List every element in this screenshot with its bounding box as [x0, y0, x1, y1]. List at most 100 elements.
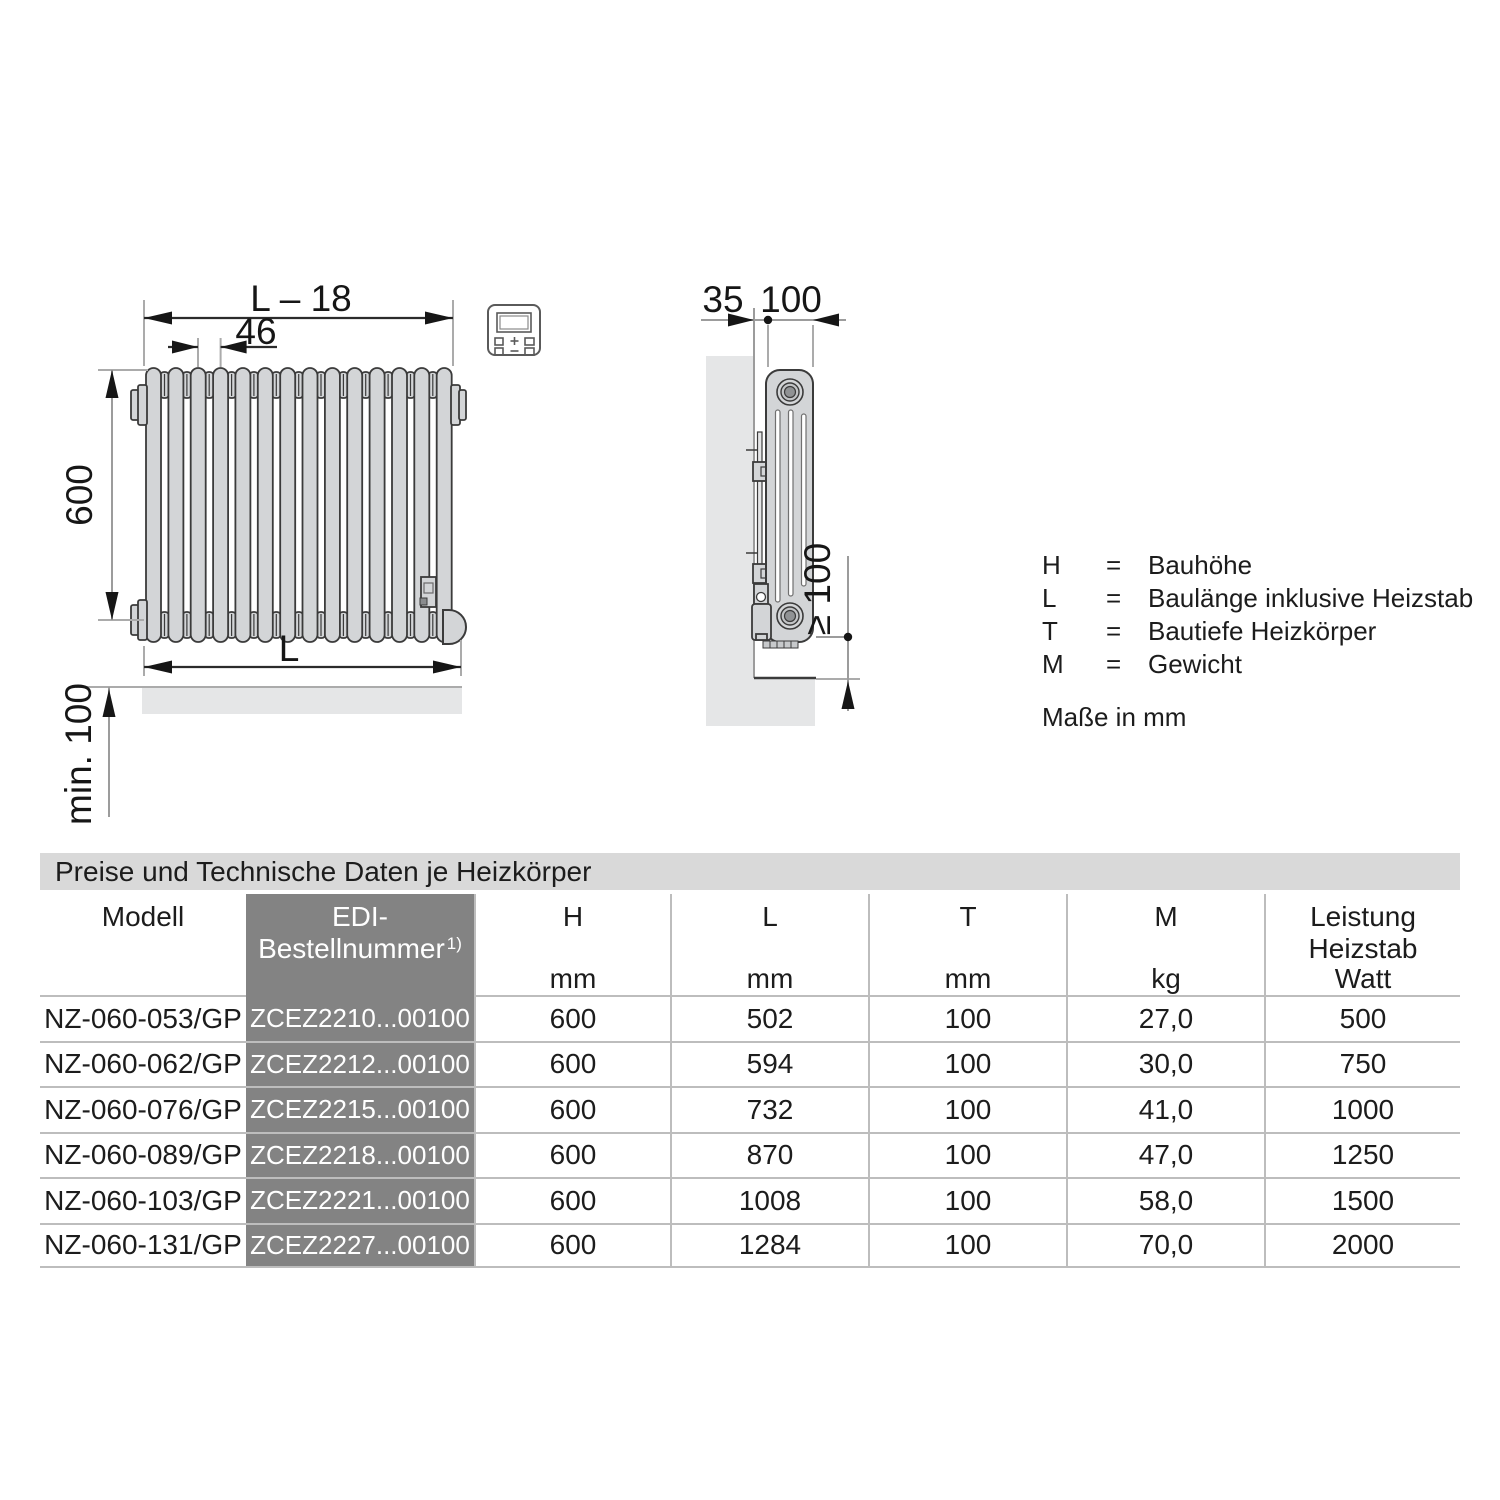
col-header-unit: kg [1151, 963, 1181, 994]
dim-label-min-clearance: ≥ 100 [797, 543, 838, 635]
col-header-unit: Watt [1334, 963, 1392, 994]
legend-description: Gewicht [1148, 649, 1242, 679]
legend-equals: = [1106, 616, 1122, 646]
cell-modell: NZ-060-076/GP [44, 1093, 242, 1125]
cell-h: 600 [474, 1133, 670, 1177]
col-header-label: L [762, 901, 778, 932]
legend-row: M = Gewicht [1042, 648, 1473, 681]
legend-description: Bautiefe Heizkörper [1148, 616, 1377, 646]
legend-symbol: L [1042, 583, 1057, 613]
col-header-label: Leistung [1310, 901, 1416, 932]
cell-watt: 2000 [1264, 1224, 1460, 1266]
heizstab-housing [419, 576, 467, 645]
col-header-leistung: Leistung Heizstab Watt [1264, 894, 1460, 1001]
cell-l: 732 [670, 1088, 868, 1132]
col-header-label: Modell [101, 901, 185, 932]
cell-watt: 500 [1264, 997, 1460, 1041]
cell-watt: 1250 [1264, 1133, 1460, 1177]
col-header-m: M kg [1066, 894, 1264, 1001]
thermostat-control-icon [487, 304, 541, 356]
hub-bottom [776, 602, 804, 630]
data-table: Preise und Technische Daten je Heizkörpe… [40, 853, 1460, 1268]
cell-l: 502 [670, 997, 868, 1041]
cell-edi: ZCEZ2210...00100 [246, 997, 474, 1041]
cell-m: 58,0 [1066, 1179, 1264, 1223]
cell-h: 600 [474, 997, 670, 1041]
cell-modell: NZ-060-089/GP [44, 1139, 242, 1171]
cell-edi: ZCEZ2218...00100 [246, 1133, 474, 1177]
col-header-label: M [1154, 901, 1178, 932]
cell-t: 100 [868, 1133, 1066, 1177]
table-row: NZ-060-131/GP ZCEZ2227...00100 600 1284 … [40, 1222, 1460, 1268]
legend-equals: = [1106, 649, 1122, 679]
dim-label-depth: 100 [760, 279, 822, 320]
col-header-l: L mm [670, 894, 868, 1001]
cell-h: 600 [474, 1088, 670, 1132]
cell-h: 600 [474, 1179, 670, 1223]
cell-modell: NZ-060-062/GP [44, 1048, 242, 1080]
dim-label-spacing: 46 [235, 311, 276, 352]
col-header-label: EDI- [332, 901, 388, 932]
cell-l: 1008 [670, 1179, 868, 1223]
col-header-edi: EDI- Bestellnummer 1) [246, 894, 474, 1001]
dim-label-width-top: L – 18 [250, 278, 352, 319]
table-row: NZ-060-103/GP ZCEZ2221...00100 600 1008 … [40, 1177, 1460, 1223]
legend-description: Bauhöhe [1148, 550, 1253, 580]
dim-label-height: 600 [59, 464, 100, 526]
dim-label-wall-distance: 35 [702, 279, 743, 320]
technical-drawing: L – 18 46 600 L mi [58, 278, 860, 825]
legend: H = Bauhöhe L = Baulänge inklusive Heizs… [1042, 549, 1473, 734]
cell-t: 100 [868, 1224, 1066, 1266]
valve-assembly [751, 583, 772, 641]
col-header-h: H mm [474, 894, 670, 1001]
col-header-unit: mm [944, 963, 992, 994]
cell-m: 47,0 [1066, 1133, 1264, 1177]
cell-watt: 1000 [1264, 1088, 1460, 1132]
legend-row: H = Bauhöhe [1042, 549, 1473, 582]
col-header-label: T [959, 901, 977, 932]
legend-symbol: M [1042, 649, 1064, 679]
cell-t: 100 [868, 997, 1066, 1041]
wall-bracket [752, 461, 768, 482]
table-row: NZ-060-053/GP ZCEZ2210...00100 600 502 1… [40, 995, 1460, 1041]
cell-m: 70,0 [1066, 1224, 1264, 1266]
cell-t: 100 [868, 1042, 1066, 1086]
wall [706, 356, 815, 726]
cell-l: 1284 [670, 1224, 868, 1266]
radiator-columns [145, 367, 453, 643]
col-header-label: Heizstab [1308, 933, 1418, 964]
front-view: L – 18 46 600 L mi [58, 278, 467, 825]
col-header-modell: Modell [40, 894, 246, 1001]
cell-modell: NZ-060-103/GP [44, 1184, 242, 1216]
cell-h: 600 [474, 1042, 670, 1086]
units-note: Maße in mm [1042, 702, 1187, 732]
legend-symbol: T [1042, 616, 1058, 646]
cell-t: 100 [868, 1088, 1066, 1132]
cell-edi: ZCEZ2215...00100 [246, 1088, 474, 1132]
cell-modell: NZ-060-053/GP [44, 1002, 242, 1034]
table-title: Preise und Technische Daten je Heizkörpe… [40, 853, 1460, 890]
cell-modell: NZ-060-131/GP [44, 1229, 242, 1261]
cell-l: 594 [670, 1042, 868, 1086]
cell-watt: 1500 [1264, 1179, 1460, 1223]
legend-row: T = Bautiefe Heizkörper [1042, 615, 1473, 648]
col-header-label: Bestellnummer 1) [258, 933, 462, 969]
dim-label-floor-clearance: min. 100 [58, 683, 99, 825]
dim-label-length-bottom: L [279, 628, 300, 669]
col-header-label: H [562, 901, 584, 932]
cell-edi: ZCEZ2227...00100 [246, 1224, 474, 1266]
cell-watt: 750 [1264, 1042, 1460, 1086]
legend-equals: = [1106, 583, 1122, 613]
col-header-label-text: Bestellnummer [258, 933, 445, 964]
table-row: NZ-060-089/GP ZCEZ2218...00100 600 870 1… [40, 1131, 1460, 1177]
col-header-t: T mm [868, 894, 1066, 1001]
legend-row: L = Baulänge inklusive Heizstab [1042, 582, 1473, 615]
cell-m: 41,0 [1066, 1088, 1264, 1132]
side-view: 35 100 ≥ 100 [701, 279, 860, 726]
legend-symbol: H [1042, 550, 1061, 580]
cell-edi: ZCEZ2221...00100 [246, 1179, 474, 1223]
cell-t: 100 [868, 1179, 1066, 1223]
table-row: NZ-060-076/GP ZCEZ2215...00100 600 732 1… [40, 1086, 1460, 1132]
table-row: NZ-060-062/GP ZCEZ2212...00100 600 594 1… [40, 1040, 1460, 1086]
